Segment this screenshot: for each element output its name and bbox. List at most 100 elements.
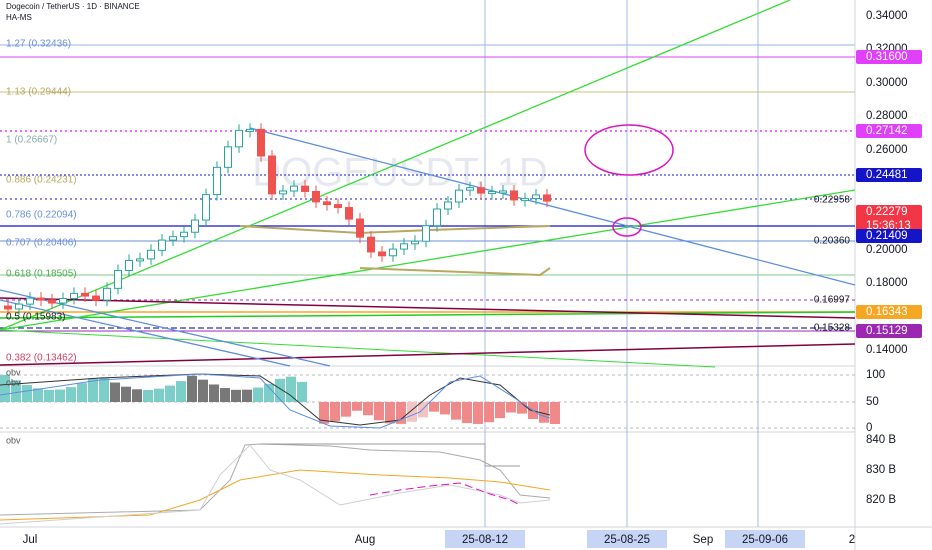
osc-bar: [99, 377, 109, 402]
trendline: [249, 127, 856, 286]
osc-bar: [110, 382, 120, 402]
price-tag: [856, 305, 922, 319]
candle-body: [400, 243, 408, 250]
osc-axis-label: 100: [866, 369, 885, 381]
candle-body: [147, 249, 155, 260]
osc-bar: [198, 379, 208, 402]
time-tag: [725, 530, 805, 548]
time-label: 2: [849, 534, 855, 546]
price-label: 0.28000: [866, 110, 908, 122]
trendline: [0, 343, 856, 366]
price-tag: [856, 205, 922, 233]
candle-body: [389, 248, 397, 257]
osc-bar: [44, 389, 54, 402]
candle-body: [246, 128, 254, 132]
price-label: 0.30000: [866, 77, 908, 89]
pane-label: obv: [6, 367, 21, 377]
candle-body: [213, 166, 221, 196]
osc-bar: [429, 402, 439, 412]
candle-body: [202, 194, 210, 221]
osc-bar: [22, 385, 32, 402]
osc-bar: [495, 402, 505, 419]
osc-bar: [341, 402, 351, 417]
candle-body: [136, 258, 144, 262]
candle-body: [521, 198, 529, 202]
time-label: Jul: [23, 534, 38, 546]
pane-label: obv: [6, 435, 21, 445]
osc-bar: [33, 388, 43, 402]
candle-body: [334, 204, 342, 209]
osc-bar: [363, 402, 373, 416]
candle-body: [510, 190, 518, 201]
osc-bar: [484, 402, 494, 423]
price-label: 0.14000: [866, 344, 908, 356]
candle-body: [4, 305, 12, 310]
osc-bar: [242, 389, 252, 402]
price-label: 0.34000: [866, 10, 908, 22]
osc-bar: [176, 381, 186, 402]
price-tag-label: 0.16343: [866, 306, 908, 318]
osc-bar: [11, 380, 21, 402]
price-tag-label: 0.21409: [866, 230, 908, 242]
candle-body: [180, 231, 188, 238]
osc-bar: [451, 402, 461, 420]
time-tag: [445, 530, 525, 548]
candle-body: [411, 240, 419, 245]
fib-label: 1.27 (0.32436): [6, 39, 71, 50]
osc-bar: [143, 389, 153, 402]
obv-signal: [369, 482, 521, 506]
candle-body: [301, 185, 309, 192]
drawings: [0, 0, 856, 368]
time-label: 25-08-25: [604, 534, 650, 546]
osc-bar: [66, 387, 76, 402]
osc-bar: [396, 402, 406, 424]
price-tag: [856, 50, 922, 64]
candle-body: [235, 129, 243, 148]
candle-body: [323, 201, 331, 206]
osc-bar: [374, 402, 384, 421]
osc-bar: [209, 384, 219, 402]
osc-bar: [55, 389, 65, 402]
obv-line: [0, 443, 551, 516]
price-tag: [856, 229, 922, 243]
price-label: 0.26000: [866, 144, 908, 156]
osc-bar: [253, 387, 263, 402]
osc-bar: [165, 385, 175, 402]
candle-body: [433, 208, 441, 227]
trendline: [0, 189, 856, 331]
osc-bar: [187, 375, 197, 402]
osc-bar: [385, 402, 395, 424]
candle-body: [488, 191, 496, 195]
candle-body: [543, 194, 551, 202]
fib-label: 0.382 (0.13462): [6, 353, 77, 364]
osc-bar: [462, 402, 472, 424]
pane-label: obv: [6, 377, 21, 387]
highlight-circle: [612, 217, 642, 237]
osc-axis-label: 50: [866, 396, 879, 408]
obv-line: [0, 444, 551, 525]
osc-bar: [418, 402, 428, 418]
candle-body: [532, 194, 540, 200]
candle-body: [48, 299, 56, 304]
osc-bar: [132, 389, 142, 402]
candle-body: [81, 292, 89, 297]
osc-bar: [550, 402, 560, 424]
osc-bar: [319, 402, 329, 424]
candle-body: [312, 190, 320, 203]
osc-bar: [0, 375, 10, 402]
obv-line: [0, 469, 551, 521]
osc-bar: [539, 402, 549, 423]
osc-bar: [352, 402, 362, 411]
price-label: 0.20000: [866, 244, 908, 256]
candle-body: [224, 146, 232, 168]
osc-bar: [154, 388, 164, 402]
osc-bar: [473, 402, 483, 424]
osc-bar: [231, 389, 241, 402]
osc-bar: [517, 402, 527, 414]
candle-body: [290, 185, 298, 192]
osc-bar: [88, 378, 98, 402]
time-tag: [587, 530, 667, 548]
candle-body: [26, 297, 34, 305]
osc-bar: [220, 388, 230, 402]
osc-bar: [275, 378, 285, 402]
